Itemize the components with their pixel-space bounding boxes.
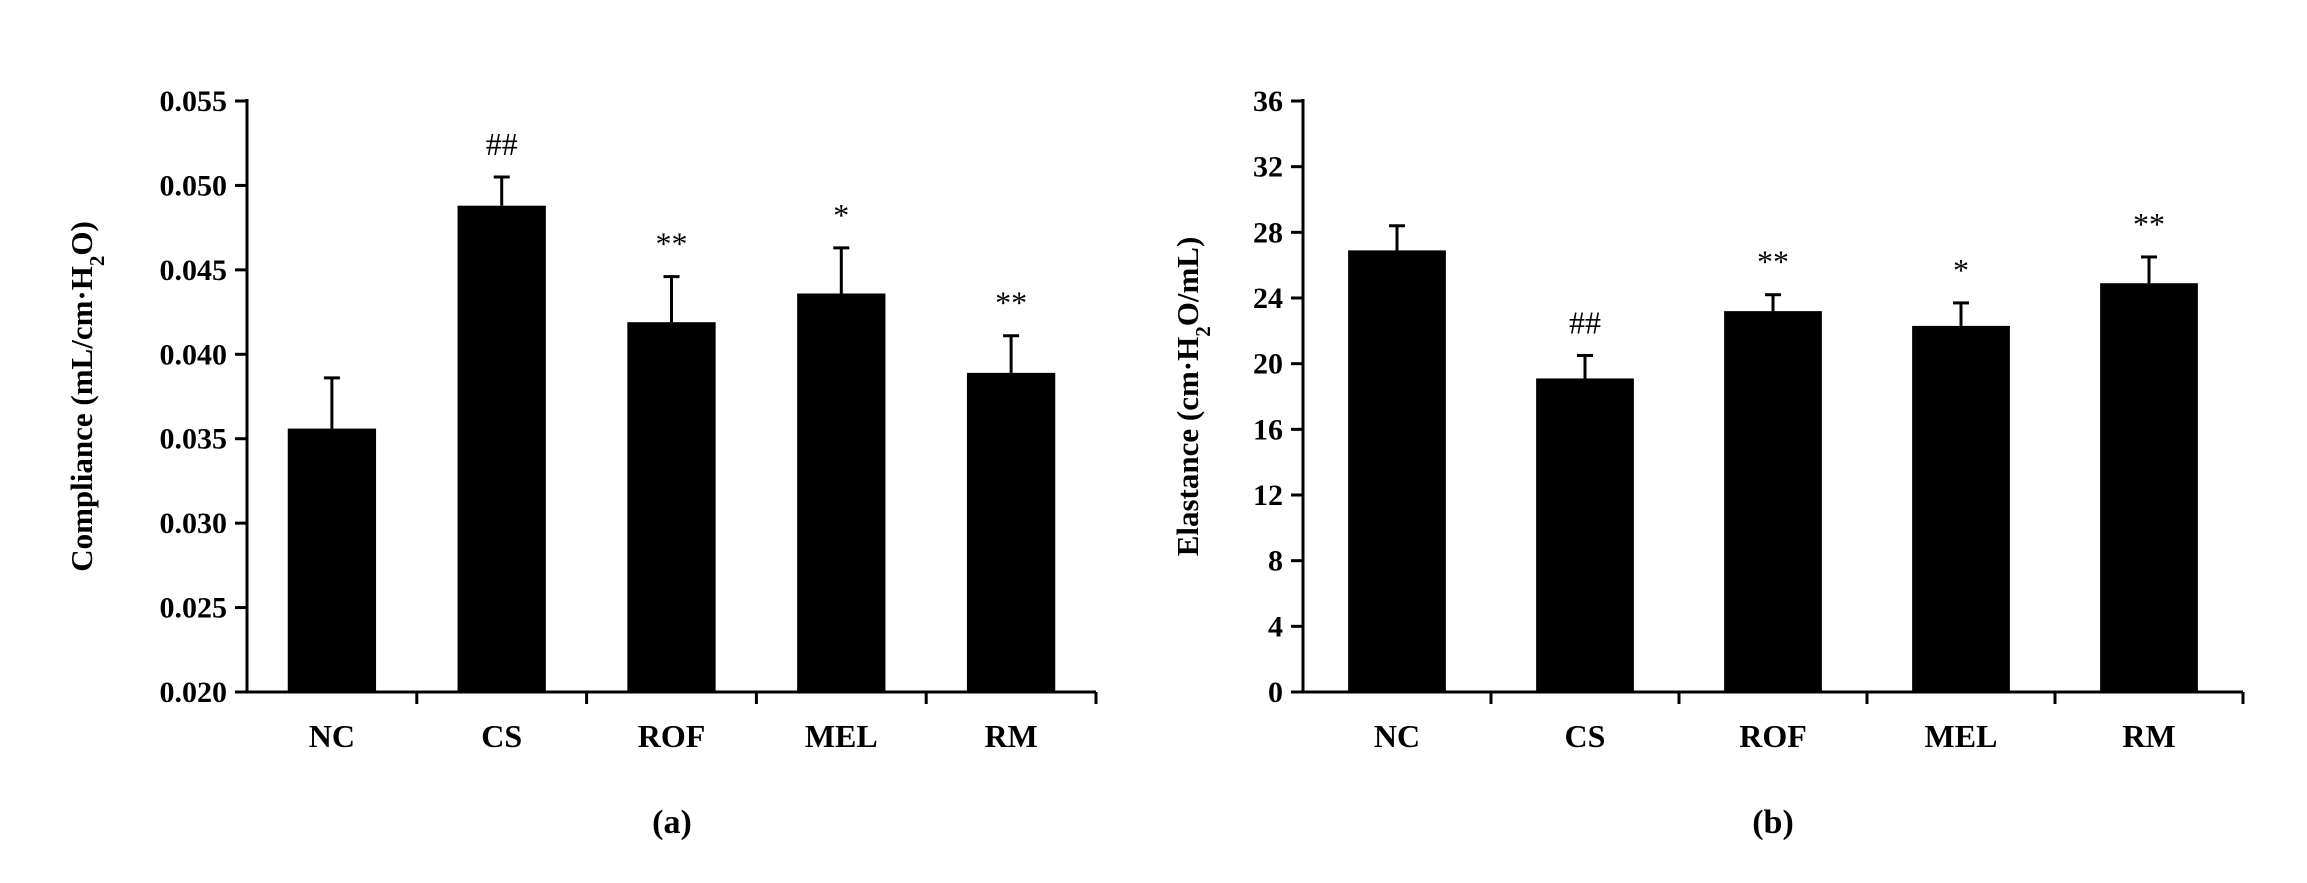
y-tick-label: 0.025 [160, 592, 228, 625]
bar-cs [457, 205, 546, 693]
y-tick-label: 32 [1253, 151, 1283, 184]
bar-mel [1912, 325, 2010, 692]
x-category-label: CS [481, 718, 522, 754]
y-tick-label: 8 [1268, 545, 1283, 578]
x-category-label: ROF [1739, 718, 1807, 754]
y-tick-label: 4 [1268, 610, 1283, 643]
significance-label: ## [486, 126, 518, 162]
significance-label: * [833, 197, 849, 233]
significance-label: ** [1757, 244, 1789, 280]
y-tick-label: 36 [1253, 85, 1283, 118]
y-tick-label: 20 [1253, 348, 1283, 381]
y-tick-label: 0.040 [160, 338, 228, 371]
y-tick-label: 24 [1253, 282, 1283, 315]
y-tick-label: 0.020 [160, 676, 228, 709]
y-tick-label: 0 [1268, 676, 1283, 709]
significance-label: * [1953, 252, 1969, 288]
bar-nc [287, 428, 377, 692]
significance-label: ** [995, 285, 1027, 321]
panel-label: (b) [1752, 804, 1794, 841]
x-category-label: CS [1565, 718, 1606, 754]
x-category-label: ROF [638, 718, 706, 754]
y-tick-label: 16 [1253, 413, 1283, 446]
y-tick-label: 0.050 [160, 169, 228, 202]
bar-rof [1724, 311, 1822, 692]
bar-mel [797, 293, 886, 692]
y-tick-label: 0.030 [160, 507, 228, 540]
panel-label: (a) [652, 804, 692, 841]
bar-nc [1348, 250, 1446, 692]
bar-cs [1536, 378, 1634, 692]
elastance-chart-panel: 0 4 8 12 16 20 24 28 32 36 NC ## CS ** ROF * MEL ** RM Elas… [1170, 85, 2245, 841]
bar-rm [2100, 283, 2198, 692]
compliance-chart-panel: 0.020 0.025 0.030 0.035 0.040 0.045 0.050 0.055… [64, 85, 1098, 841]
significance-label: ** [2133, 206, 2165, 242]
significance-label: ** [656, 226, 688, 262]
x-category-label: MEL [805, 718, 878, 754]
x-category-label: NC [1374, 718, 1420, 754]
x-category-label: NC [309, 718, 355, 754]
y-axis-title: Compliance (mL/cm·H2O) [64, 221, 109, 572]
y-tick-label: 0.035 [160, 423, 228, 456]
y-tick-label: 0.045 [160, 254, 228, 287]
y-axis-title: Elastance (cm·H2O/mL) [1170, 237, 1215, 557]
y-tick-label: 12 [1253, 479, 1283, 512]
bar-rof [627, 322, 716, 692]
x-category-label: RM [984, 718, 1037, 754]
x-category-label: RM [2122, 718, 2175, 754]
y-tick-label: 28 [1253, 216, 1283, 249]
significance-label: ## [1569, 304, 1601, 340]
x-category-label: MEL [1925, 718, 1998, 754]
bar-rm [966, 372, 1056, 692]
y-tick-label: 0.055 [160, 85, 228, 118]
